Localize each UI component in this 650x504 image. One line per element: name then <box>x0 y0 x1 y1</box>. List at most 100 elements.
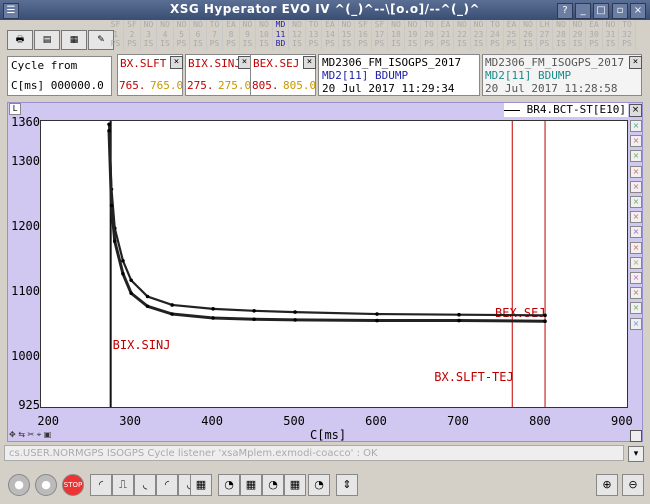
maximize-icon[interactable]: □ <box>593 3 609 19</box>
grid-icon-3[interactable]: ▦ <box>284 474 306 496</box>
data-point <box>252 309 256 313</box>
close-prev-icon[interactable]: × <box>629 56 642 69</box>
series-toggle-icon[interactable]: × <box>630 241 642 254</box>
series-toggle-icon[interactable]: × <box>630 256 642 269</box>
cycle-cell[interactable]: NO 22 IS <box>455 20 471 50</box>
plot-options-icon[interactable] <box>630 430 642 442</box>
cycle-cell-text: EA <box>440 20 451 29</box>
cycle-cell[interactable]: SF 16 PS <box>356 20 372 50</box>
series-toggle-icon[interactable]: × <box>630 211 642 224</box>
cycle-cell[interactable]: EA 25 PS <box>504 20 520 50</box>
series-toggle-icon[interactable]: × <box>630 287 642 300</box>
mode-icon-6[interactable]: ◔ <box>262 474 284 496</box>
mode-icon-2[interactable]: ◟ <box>134 474 156 496</box>
settings-icon[interactable]: ✎ <box>88 30 114 50</box>
plot-area[interactable]: BIX.SINJ BX.SLFT-TEJ BEX.SEJ <box>40 120 628 408</box>
series-toggle-icon[interactable]: × <box>630 135 642 148</box>
zoom-out-icon[interactable]: ⊖ <box>622 474 644 496</box>
cycle-cell[interactable]: SF 17 PS <box>372 20 388 50</box>
plot-menu-icon[interactable]: L <box>9 103 21 115</box>
restore-icon[interactable]: ▫ <box>612 3 628 19</box>
title-bar: ☰ XSG Hyperator EVO IV ^(_)^--\[o.o]/--^… <box>0 0 650 20</box>
cycle-cell[interactable]: NO 3 IS <box>141 20 157 50</box>
pulse-icon[interactable]: ⎍ <box>112 474 134 496</box>
mode-icon-1[interactable]: ◜ <box>90 474 112 496</box>
series-toggle-icon[interactable]: × <box>630 165 642 178</box>
cycle-cell[interactable]: NO 10 IS <box>257 20 273 50</box>
cycle-cell-text: IS <box>391 39 401 48</box>
cycle-cell[interactable]: NO 29 IS <box>570 20 586 50</box>
cycle-cell[interactable]: NO 9 IS <box>240 20 256 50</box>
channel-close-icon[interactable]: × <box>170 56 183 69</box>
series-toggle-icon[interactable]: × <box>630 226 642 239</box>
zoom-in-icon[interactable]: ⊕ <box>596 474 618 496</box>
cycle-cell-text: TO <box>308 20 319 29</box>
x-axis-label: C[ms] <box>310 428 347 442</box>
scale-icon[interactable]: ⇕ <box>336 474 358 496</box>
cycle-cell[interactable]: EA 14 PS <box>323 20 339 50</box>
cycle-cell[interactable]: NO 31 IS <box>603 20 619 50</box>
cycle-cell[interactable]: LH 27 PS <box>537 20 553 50</box>
data-point <box>375 312 379 316</box>
cycle-cell[interactable]: NO 4 IS <box>158 20 174 50</box>
stop-disabled-icon-2[interactable]: ● <box>35 474 57 496</box>
minimize-icon[interactable]: _ <box>575 3 591 19</box>
cycle-cell[interactable]: EA 30 PS <box>587 20 603 50</box>
cycle-cell-text: 19 <box>407 29 418 39</box>
cycle-cell[interactable]: NO 12 IS <box>290 20 306 50</box>
cycle-cell[interactable]: EA 21 PS <box>438 20 454 50</box>
data-point <box>170 312 174 316</box>
cycle-cell-text: 20 <box>424 29 434 39</box>
cycle-cell[interactable]: TO 20 PS <box>422 20 438 50</box>
cycle-cell-text: TO <box>490 20 500 29</box>
series-toggle-icon[interactable]: × <box>630 317 642 330</box>
stop-disabled-icon-1[interactable]: ● <box>8 474 30 496</box>
cycle-cell[interactable]: MD 11 BD <box>273 20 289 50</box>
x-tick-label: 700 <box>447 414 469 428</box>
cycle-cell[interactable]: NO 23 IS <box>471 20 487 50</box>
series-toggle-icon[interactable]: × <box>630 272 642 284</box>
status-dropdown-icon[interactable]: ▾ <box>628 446 644 462</box>
series-toggle-icon[interactable]: × <box>630 180 642 193</box>
document-icon[interactable]: ▤ <box>34 30 60 50</box>
close-icon[interactable]: × <box>630 3 646 19</box>
zoom-tools[interactable]: ✥ ⇆ ✂ ⌖ ▣ <box>9 430 52 439</box>
data-point <box>112 239 117 244</box>
cycle-cell-text: IS <box>259 39 269 48</box>
cycle-cell[interactable]: NO 26 IS <box>521 20 537 50</box>
cycle-cell-text: 3 <box>146 29 151 39</box>
save-icon[interactable]: ▦ <box>61 30 87 50</box>
cycle-cell[interactable]: NO 6 IS <box>191 20 207 50</box>
cycle-cell-text: IS <box>242 39 253 48</box>
mode-icon-7[interactable]: ◔ <box>308 474 330 496</box>
stop-icon[interactable]: STOP <box>62 474 84 496</box>
data-point <box>170 303 174 307</box>
cycle-cell[interactable]: NO 18 IS <box>389 20 405 50</box>
channel-close-icon[interactable]: × <box>303 56 316 69</box>
grid-icon-1[interactable]: ▦ <box>190 474 212 496</box>
plot-close-icon[interactable]: × <box>629 104 642 117</box>
cycle-cell[interactable]: TO 32 PS <box>620 20 636 50</box>
mode-icon-5[interactable]: ◔ <box>218 474 240 496</box>
cycle-cell[interactable]: EA 8 PS <box>224 20 240 50</box>
cycle-cell[interactable]: NO 15 IS <box>339 20 355 50</box>
mode-icon-3[interactable]: ◜ <box>156 474 178 496</box>
series-toggle-icon[interactable]: × <box>630 120 642 132</box>
help-icon[interactable]: ? <box>557 3 573 19</box>
cycle-cell[interactable]: NO 5 PS <box>174 20 190 50</box>
series-toggle-icon[interactable]: × <box>630 302 642 315</box>
cycle-cell[interactable]: TO 13 PS <box>306 20 322 50</box>
cycle-cell[interactable]: TO 7 PS <box>207 20 223 50</box>
series-toggle-icon[interactable]: × <box>630 150 642 163</box>
cycle-cell[interactable]: SF 1 PS <box>108 20 124 50</box>
print-icon[interactable]: 🖶 <box>7 30 33 50</box>
cycle-cell[interactable]: SF 2 PS <box>125 20 141 50</box>
grid-icon-2[interactable]: ▦ <box>240 474 262 496</box>
cycle-cell[interactable]: TO 24 PS <box>488 20 504 50</box>
cycle-cell[interactable]: NO 19 IS <box>405 20 421 50</box>
user-dest-prev: MD2[11] BDUMP <box>485 69 572 82</box>
series-toggle-icon[interactable]: × <box>630 196 642 208</box>
cycle-cell[interactable]: NO 28 IS <box>554 20 570 50</box>
cycle-cell-text: 23 <box>473 29 484 39</box>
window-menu-icon[interactable]: ☰ <box>3 3 19 19</box>
